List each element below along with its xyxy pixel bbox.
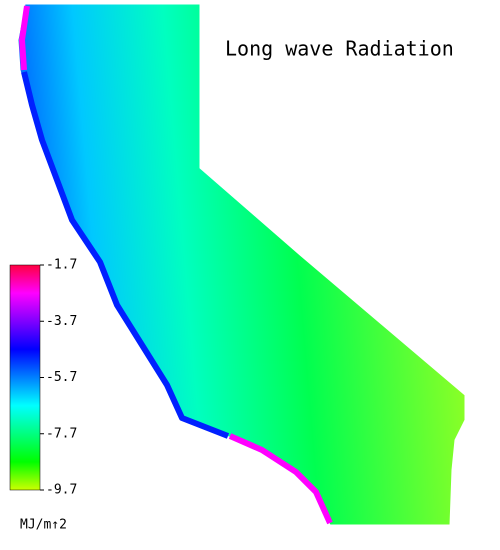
california [17, 3, 466, 526]
colorbar-tick-label: -5.7 [46, 370, 77, 385]
colorbar-tick-label: -7.7 [46, 426, 77, 441]
coast-blue [21, 71, 230, 439]
coast-highlight [19, 5, 333, 525]
colorbar-tick-label: -1.7 [46, 258, 77, 273]
map-title: Long wave Radiation [225, 37, 454, 61]
colorbar-unit: MJ/m↑2 [20, 518, 67, 533]
colorbar [9, 264, 41, 491]
colorbar-tick-label: -3.7 [46, 314, 77, 329]
colorbar-tick-label: -9.7 [46, 483, 77, 498]
